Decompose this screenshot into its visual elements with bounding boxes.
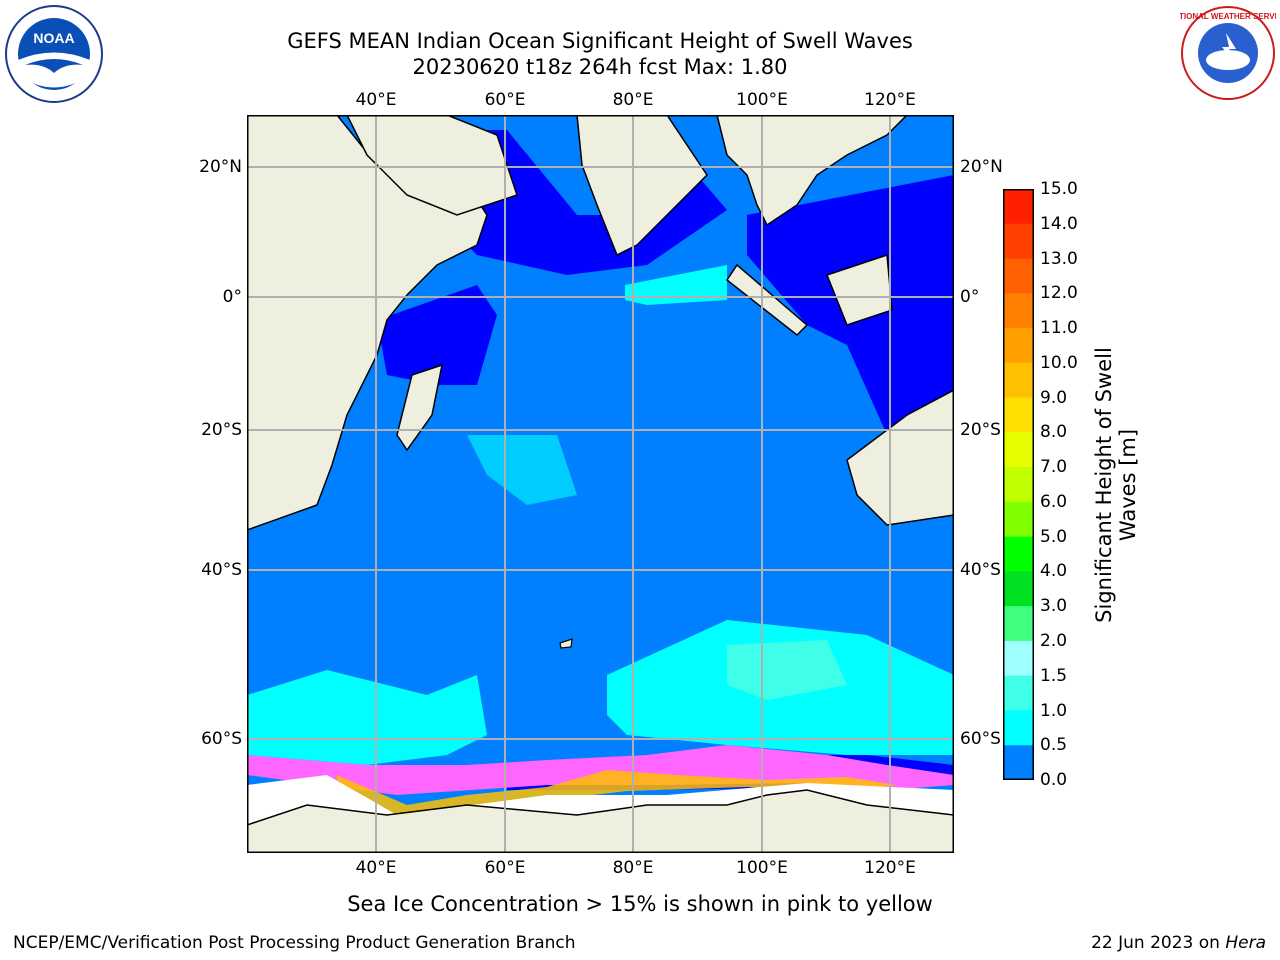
colorbar-tick-label: 10.0 <box>1040 352 1078 373</box>
colorbar-tick-label: 6.0 <box>1040 491 1068 512</box>
colorbar-segment <box>1003 501 1034 538</box>
lon-tick-bottom-80E: 80°E <box>612 858 654 878</box>
lat-tick-right-20S: 20°S <box>960 420 1001 440</box>
sea-ice-yellow <box>337 770 897 815</box>
land-kerguelen <box>559 638 573 649</box>
land-borneo <box>826 253 893 326</box>
ocean-cyan-patches <box>467 435 577 505</box>
colorbar-tick-label: 0.0 <box>1040 770 1068 790</box>
colorbar-tick-label: 1.0 <box>1040 700 1068 721</box>
colorbar-tick-label: 4.0 <box>1040 561 1068 582</box>
lat-tick-left-0: 0° <box>222 287 242 307</box>
colorbar-tick-labels: 15.0 14.0 13.0 12.0 11.0 10.0 9.0 8.0 7.0 6.0 5.0 4… <box>1040 179 1100 790</box>
sea-ice-note: Sea Ice Concentration > 15% is shown in … <box>347 892 933 916</box>
lon-tick-bottom-40E: 40°E <box>355 858 397 878</box>
colorbar-tick-label: 1.5 <box>1040 665 1068 686</box>
lat-tick-left-20N: 20°N <box>199 157 242 177</box>
grid-lines <box>247 115 954 853</box>
footer-org: NCEP/EMC/Verification Post Processing Pr… <box>13 933 576 953</box>
land-australia <box>846 388 955 526</box>
chart-subtitle: 20230620 t18z 264h fcst Max: 1.80 <box>412 55 788 79</box>
lon-tick-bottom-100E: 100°E <box>736 858 788 878</box>
lon-tick-bottom-120E: 120°E <box>864 858 916 878</box>
colorbar <box>1003 189 1034 781</box>
lon-tick-top-80E: 80°E <box>612 90 654 110</box>
colorbar-frame <box>1003 189 1034 780</box>
lat-tick-right-40S: 40°S <box>960 560 1001 580</box>
land-india <box>576 114 708 257</box>
colorbar-tick-label: 9.0 <box>1040 387 1068 408</box>
ocean-cyan-south <box>247 670 487 765</box>
lat-tick-left-40S: 40°S <box>201 560 242 580</box>
lon-tick-bottom-60E: 60°E <box>484 858 526 878</box>
lon-tick-top-40E: 40°E <box>355 90 397 110</box>
footer-date: 22 Jun 2023 on Hera <box>1091 933 1266 953</box>
colorbar-tick-label: 0.5 <box>1040 735 1068 756</box>
map-panel <box>246 114 955 854</box>
colorbar-segment <box>1003 293 1034 329</box>
map-frame <box>247 115 954 853</box>
colorbar-tick-label: 12.0 <box>1040 283 1078 304</box>
lat-tick-right-20N: 20°N <box>960 157 1003 177</box>
lat-tick-left-60S: 60°S <box>201 729 242 749</box>
colorbar-segment <box>1003 710 1034 746</box>
colorbar-segment <box>1003 467 1034 503</box>
colorbar-tick-label: 7.0 <box>1040 457 1068 478</box>
noaa-logo: NOAA <box>5 5 103 103</box>
noaa-logo-text: NOAA <box>33 30 74 46</box>
land-arabia <box>345 114 518 216</box>
colorbar-segment <box>1003 432 1034 468</box>
colorbar-tick-label: 8.0 <box>1040 422 1068 443</box>
colorbar-tick-label: 5.0 <box>1040 526 1068 547</box>
colorbar-segment <box>1003 675 1034 711</box>
colorbar-tick-label: 13.0 <box>1040 248 1078 269</box>
colorbar-segment <box>1003 258 1034 294</box>
colorbar-segment <box>1003 189 1034 225</box>
land-sumatra <box>725 263 809 337</box>
land-madagascar <box>396 363 443 452</box>
colorbar-segment <box>1003 362 1034 399</box>
lon-tick-top-100E: 100°E <box>736 90 788 110</box>
map-svg <box>246 114 955 854</box>
colorbar-segment <box>1003 328 1034 364</box>
lat-tick-right-60S: 60°S <box>960 729 1001 749</box>
colorbar-segment <box>1003 606 1034 642</box>
lat-tick-right-0: 0° <box>960 287 980 307</box>
ocean-dark-africa-coast <box>377 285 497 385</box>
colorbar-svg <box>1003 189 1034 781</box>
nws-logo-text: NATIONAL WEATHER SERVICE <box>1180 12 1276 21</box>
colorbar-tick-label: 3.0 <box>1040 596 1068 617</box>
footer-date-text: 22 Jun 2023 on <box>1091 933 1226 953</box>
lon-tick-top-120E: 120°E <box>864 90 916 110</box>
colorbar-segment <box>1003 640 1034 677</box>
footer-machine: Hera <box>1225 933 1266 953</box>
colorbar-tick-label: 11.0 <box>1040 318 1078 339</box>
lon-tick-top-60E: 60°E <box>484 90 526 110</box>
colorbar-segment <box>1003 536 1034 572</box>
colorbar-tick-label: 15.0 <box>1040 179 1078 199</box>
nws-logo: NATIONAL WEATHER SERVICE <box>1168 5 1280 101</box>
ocean-aqua-southeast <box>727 640 847 700</box>
lat-tick-left-20S: 20°S <box>201 420 242 440</box>
colorbar-title: Significant Height of Swell Waves [m] <box>1092 347 1140 623</box>
colorbar-segment <box>1003 571 1034 607</box>
colorbar-segment <box>1003 223 1034 260</box>
colorbar-segment <box>1003 745 1034 781</box>
colorbar-tick-label: 2.0 <box>1040 630 1068 651</box>
ocean-cyan-equatorial <box>625 265 727 305</box>
chart-title: GEFS MEAN Indian Ocean Significant Heigh… <box>287 29 913 53</box>
colorbar-segment <box>1003 397 1034 433</box>
colorbar-tick-label: 14.0 <box>1040 213 1078 234</box>
land-southeast-asia <box>716 114 909 227</box>
